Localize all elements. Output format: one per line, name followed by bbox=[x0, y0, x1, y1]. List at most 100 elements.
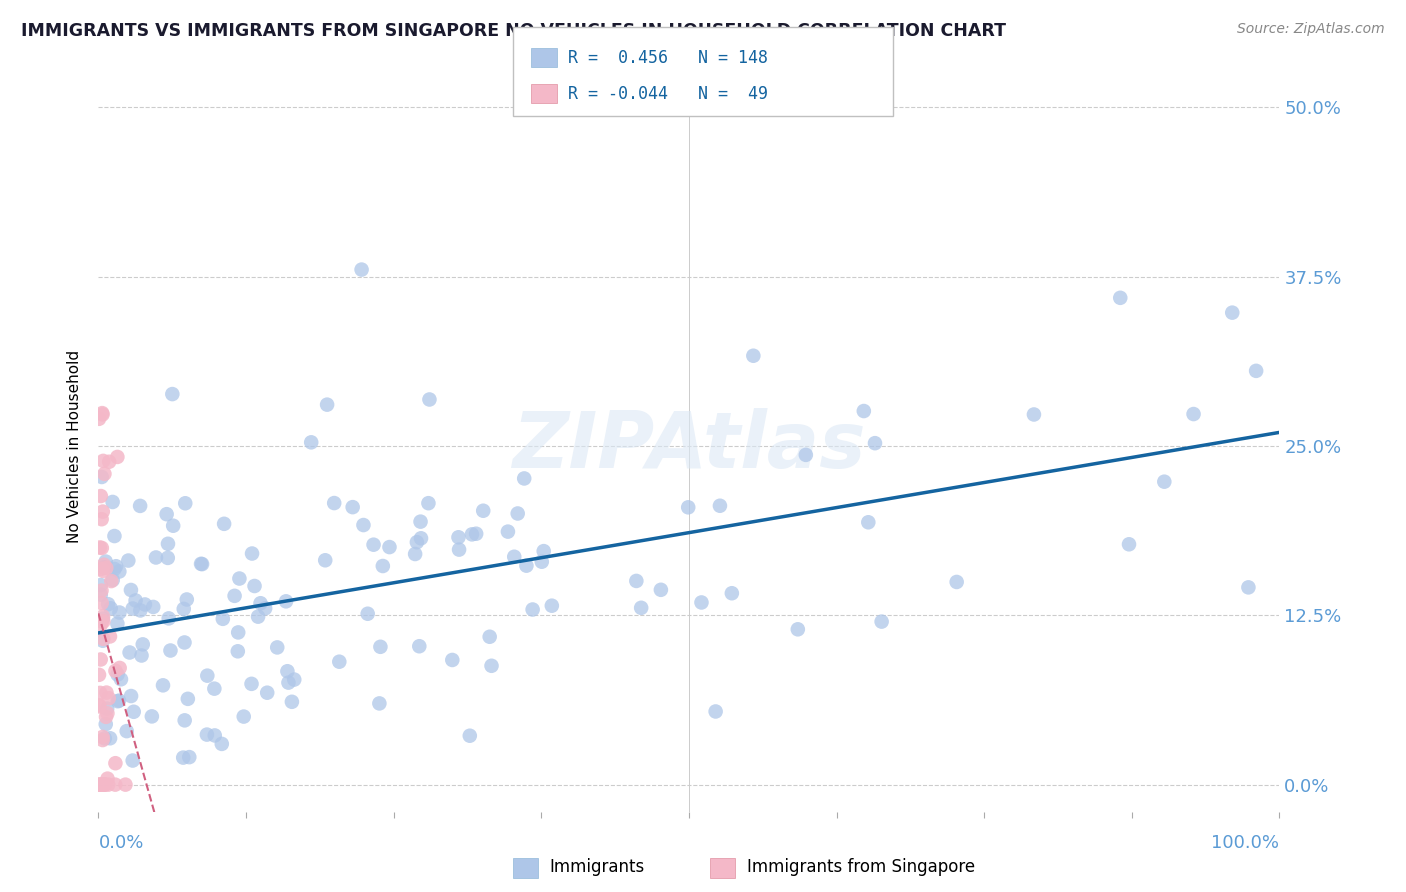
Point bbox=[409, 515, 432, 529]
Point bbox=[94, 710, 117, 724]
Point bbox=[121, 601, 143, 615]
Point bbox=[129, 499, 152, 513]
Point bbox=[195, 668, 218, 682]
Point bbox=[134, 598, 156, 612]
Point bbox=[202, 681, 225, 696]
Point bbox=[226, 644, 249, 658]
Point bbox=[173, 635, 195, 649]
Point bbox=[676, 500, 699, 515]
Point bbox=[96, 701, 118, 715]
Text: IMMIGRANTS VS IMMIGRANTS FROM SINGAPORE NO VEHICLES IN HOUSEHOLD CORRELATION CHA: IMMIGRANTS VS IMMIGRANTS FROM SINGAPORE … bbox=[21, 22, 1007, 40]
Point bbox=[461, 527, 484, 541]
Point bbox=[87, 668, 110, 682]
Point bbox=[530, 555, 553, 569]
Point bbox=[478, 630, 501, 644]
Point bbox=[314, 553, 336, 567]
Point bbox=[173, 714, 195, 728]
Point bbox=[742, 349, 765, 363]
Point bbox=[418, 392, 440, 407]
Point bbox=[1182, 407, 1205, 421]
Point bbox=[87, 698, 110, 713]
Point bbox=[90, 512, 112, 526]
Point bbox=[90, 583, 112, 598]
Point bbox=[94, 731, 117, 746]
Point bbox=[465, 526, 488, 541]
Point bbox=[89, 778, 111, 792]
Point bbox=[105, 616, 128, 631]
Point bbox=[1118, 537, 1140, 551]
Point bbox=[141, 709, 163, 723]
Point bbox=[93, 778, 115, 792]
Point bbox=[105, 559, 128, 574]
Point bbox=[870, 615, 893, 629]
Point bbox=[1220, 305, 1243, 319]
Point bbox=[87, 412, 110, 426]
Point bbox=[93, 558, 115, 572]
Point bbox=[533, 544, 555, 558]
Point bbox=[93, 778, 115, 792]
Point bbox=[120, 582, 142, 597]
Point bbox=[98, 455, 121, 469]
Point bbox=[540, 599, 562, 613]
Point bbox=[100, 601, 122, 615]
Point bbox=[156, 550, 179, 565]
Point bbox=[108, 606, 131, 620]
Point bbox=[709, 499, 731, 513]
Point bbox=[104, 778, 127, 792]
Point bbox=[94, 717, 117, 731]
Point bbox=[249, 596, 271, 610]
Point bbox=[496, 524, 519, 539]
Point bbox=[240, 677, 263, 691]
Point bbox=[93, 467, 115, 481]
Point bbox=[89, 541, 111, 555]
Point bbox=[89, 778, 111, 792]
Point bbox=[363, 538, 385, 552]
Point bbox=[408, 639, 430, 653]
Point bbox=[97, 597, 120, 611]
Point bbox=[409, 531, 432, 545]
Point bbox=[232, 709, 254, 723]
Point bbox=[342, 500, 364, 515]
Point bbox=[786, 623, 808, 637]
Point bbox=[406, 535, 429, 549]
Point bbox=[721, 586, 744, 600]
Point bbox=[124, 593, 146, 607]
Y-axis label: No Vehicles in Household: No Vehicles in Household bbox=[67, 350, 83, 542]
Point bbox=[114, 778, 136, 792]
Point bbox=[91, 632, 114, 646]
Point bbox=[96, 706, 118, 721]
Point bbox=[90, 578, 112, 592]
Point bbox=[91, 733, 114, 747]
Point bbox=[101, 495, 124, 509]
Point bbox=[129, 603, 152, 617]
Point bbox=[91, 505, 114, 519]
Point bbox=[704, 705, 727, 719]
Point bbox=[371, 559, 394, 574]
Point bbox=[110, 673, 132, 687]
Point bbox=[283, 673, 305, 687]
Point bbox=[93, 560, 115, 574]
Point bbox=[90, 562, 112, 576]
Point bbox=[243, 579, 266, 593]
Point bbox=[98, 731, 121, 746]
Text: ZIPAtlas: ZIPAtlas bbox=[512, 408, 866, 484]
Point bbox=[195, 728, 218, 742]
Point bbox=[90, 489, 112, 503]
Point bbox=[174, 496, 197, 510]
Point bbox=[120, 689, 142, 703]
Point bbox=[254, 601, 277, 615]
Point bbox=[90, 470, 112, 484]
Point bbox=[122, 705, 145, 719]
Point bbox=[115, 724, 138, 739]
Point bbox=[240, 547, 263, 561]
Point bbox=[91, 609, 114, 624]
Point bbox=[176, 592, 198, 607]
Text: 0.0%: 0.0% bbox=[98, 834, 143, 852]
Point bbox=[96, 685, 118, 699]
Point bbox=[190, 557, 212, 571]
Point bbox=[863, 436, 886, 450]
Point bbox=[94, 778, 117, 792]
Point bbox=[90, 596, 112, 610]
Point bbox=[650, 582, 672, 597]
Point bbox=[945, 574, 967, 589]
